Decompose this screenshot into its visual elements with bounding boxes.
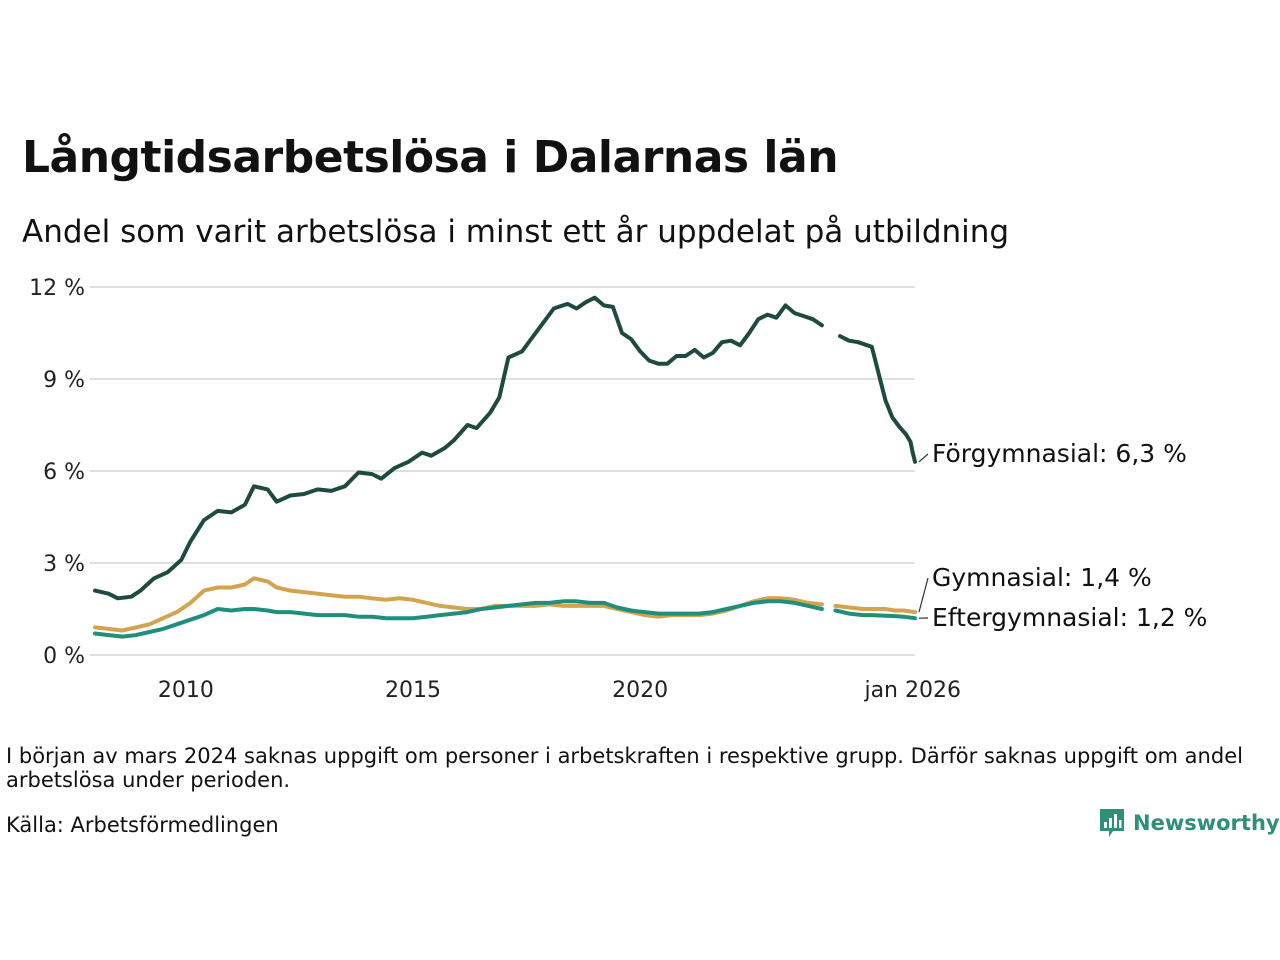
y-tick-label: 6 % [43, 460, 85, 485]
chart-note: I början av mars 2024 saknas uppgift om … [6, 744, 1243, 792]
series-line-gymnasial-before-gap [93, 576, 824, 633]
series-line-gymnasial-after-gap [833, 603, 917, 615]
series-line-förgymnasial-before-gap [93, 295, 824, 601]
y-tick-label: 3 % [43, 552, 85, 577]
y-tick-label: 12 % [29, 276, 85, 301]
label-leader-gymnasial [918, 577, 929, 613]
x-tick-label: 2020 [612, 678, 668, 703]
series-end-label-eftergymnasial: Eftergymnasial: 1,2 % [932, 603, 1207, 632]
y-tick-label: 9 % [43, 368, 85, 393]
source-credit: Källa: Arbetsförmedlingen [6, 813, 279, 837]
label-leader-förgymnasial [918, 453, 929, 463]
newsworthy-logo: Newsworthy [1098, 807, 1280, 839]
chart-subtitle: Andel som varit arbetslösa i minst ett å… [22, 214, 1010, 250]
logo-text: Newsworthy [1133, 811, 1280, 835]
gridlines [90, 286, 915, 656]
series-line-eftergymnasial-before-gap [93, 599, 824, 639]
series-line-förgymnasial-after-gap [838, 334, 917, 464]
series-end-label-förgymnasial: Förgymnasial: 6,3 % [932, 439, 1187, 468]
bar-chart-bubble-icon [1100, 809, 1124, 837]
series-end-labels: Förgymnasial: 6,3 % Gymnasial: 1,4 % Efter… [918, 439, 1207, 632]
series-line-eftergymnasial-after-gap [833, 608, 917, 621]
x-axis: 2010 2015 2020 jan 2026 [158, 678, 961, 703]
series-lines [93, 295, 917, 639]
x-tick-label: jan 2026 [863, 678, 961, 703]
chart-title: Långtidsarbetslösa i Dalarnas län [22, 132, 839, 183]
x-tick-label: 2015 [385, 678, 441, 703]
line-chart: 0 % 3 % 6 % 9 % 12 % 2010 2015 2020 jan 2026 Fö… [29, 276, 1207, 703]
series-end-label-gymnasial: Gymnasial: 1,4 % [932, 563, 1152, 592]
x-tick-label: 2010 [158, 678, 214, 703]
y-tick-label: 0 % [43, 644, 85, 669]
y-axis: 0 % 3 % 6 % 9 % 12 % [29, 276, 85, 669]
